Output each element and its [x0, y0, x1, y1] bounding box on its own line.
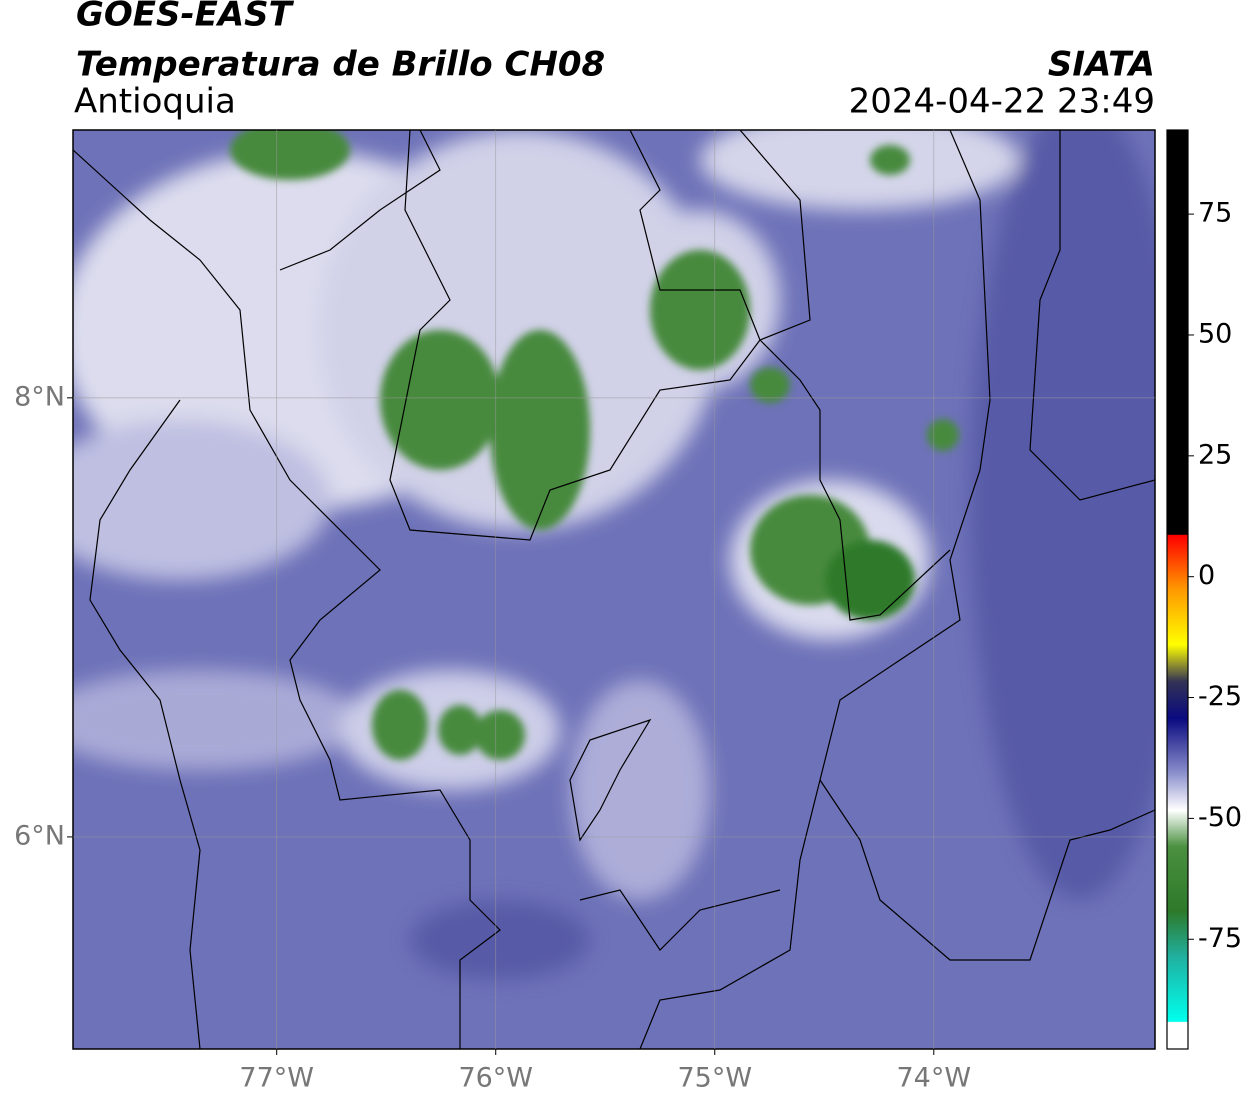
x-tick-label: 74°W	[897, 1063, 972, 1094]
colorbar-tick-label: -50	[1198, 802, 1242, 833]
timestamp: 2024-04-22 23:49	[849, 82, 1155, 122]
region: Antioquia	[74, 82, 236, 122]
colorbar-tick-label: -25	[1198, 681, 1242, 712]
colorbar-tick-label: 50	[1198, 318, 1232, 349]
x-tick-label: 75°W	[677, 1063, 752, 1094]
colorbar-tick-label: 0	[1198, 560, 1215, 591]
colorbar-tick-label: 75	[1198, 198, 1232, 229]
colorbar-tick-label: -75	[1198, 923, 1242, 954]
colorbar-tick-label: 25	[1198, 439, 1232, 470]
y-tick-label: 8°N	[14, 381, 65, 412]
y-tick-label: 6°N	[14, 820, 65, 851]
map-frame	[72, 129, 1156, 1050]
satellite-image	[73, 130, 1155, 1049]
subtitle: Temperatura de Brillo CH08	[76, 45, 605, 85]
title: GOES-EAST	[76, 0, 295, 35]
x-tick-label: 77°W	[239, 1063, 314, 1094]
source: SIATA	[1048, 45, 1155, 85]
colorbar	[1166, 129, 1189, 1050]
x-tick-label: 76°W	[458, 1063, 533, 1094]
